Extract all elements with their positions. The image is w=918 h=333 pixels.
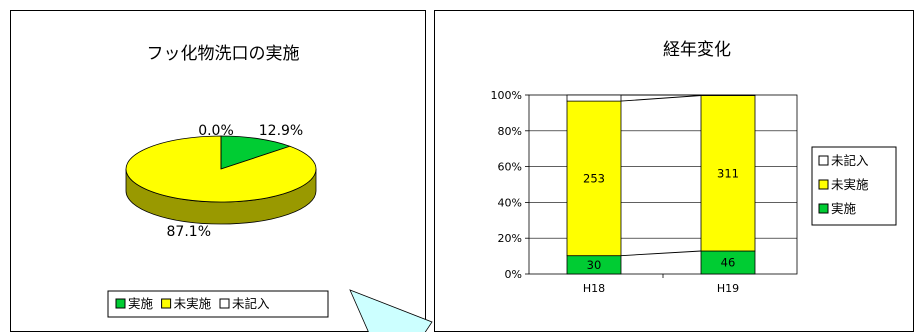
bar-legend-swatch [818,203,829,214]
pie-value-label: 87.1% [167,224,211,240]
y-tick-label: 40% [498,196,522,209]
y-tick-label: 20% [498,232,522,245]
pie-legend-swatch [161,298,172,309]
bar-data-label: 46 [721,256,736,270]
bar-chart-panel: 経年変化 0% 20% 40% 60% 80% 100% 30 253 H18 46 311 H19 … [434,10,914,332]
y-tick-label: 100% [491,89,522,102]
x-tick-label: H18 [583,282,605,295]
pie-value-label: 12.9% [259,123,303,139]
bar-data-label: 30 [587,258,602,272]
series-line [620,250,702,257]
pie-value-label: 0.0% [198,123,234,139]
bar-segment-未記入 [566,94,622,102]
pie-legend-label: 実施 [128,296,154,311]
bar-chart: 経年変化 0%20%40%60%80%100%30253H1846311H19 … [491,40,897,295]
pie-chart-title: フッ化物洗口の実施 [147,44,300,64]
y-tick-label: 80% [498,125,522,138]
pie-legend-swatch [115,298,126,309]
pie-slice-実施 [220,135,292,170]
pie-legend-swatch [219,298,230,309]
x-tick-label: H19 [717,282,739,295]
y-tick-label: 0% [505,268,522,281]
pie-chart-panel: フッ化物洗口の実施 12.9% 87.1% 0.0% 実施 未実施 未記入 [10,10,426,332]
y-tick-label: 60% [498,161,522,174]
bar-data-label: 253 [583,171,605,185]
bar-legend-label: 実施 [831,201,857,216]
bar-legend-swatch [818,155,829,166]
bar-segment-未実施 [566,100,622,257]
pie-legend: 実施 未実施 未記入 [107,290,329,318]
bar-segment-未記入 [700,94,756,96]
bar-legend-label: 未実施 [831,177,869,192]
pie-legend-label: 未実施 [174,296,212,311]
bar-legend-swatch [818,179,829,190]
bar-legend-label: 未記入 [831,153,869,168]
bar-chart-title: 経年変化 [663,40,731,60]
bar-segment-未実施 [700,95,756,252]
pie-legend-label: 未記入 [232,296,270,311]
pie-chart: フッ化物洗口の実施 12.9% 87.1% 0.0% 実施 未実施 未記入 [107,44,329,318]
bar-data-label: 311 [717,166,739,180]
series-line [620,95,702,102]
pie-legend-box [107,290,329,318]
